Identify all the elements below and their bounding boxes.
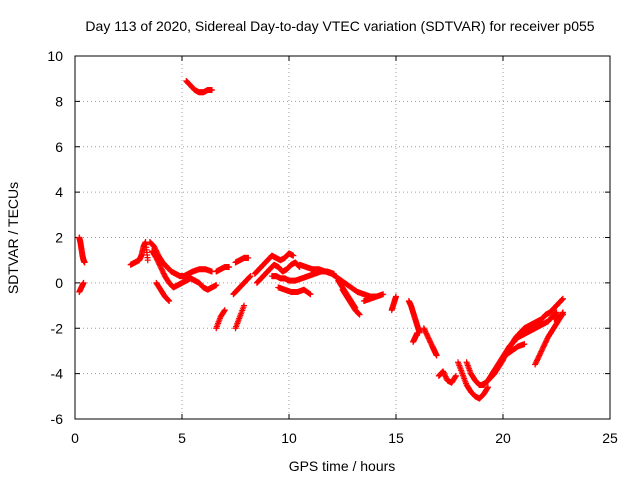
y-tick-label: 6 xyxy=(55,139,63,155)
data-point xyxy=(452,372,459,379)
data-point xyxy=(559,296,566,303)
data-point xyxy=(521,341,528,348)
data-point xyxy=(356,310,363,317)
data-point xyxy=(81,259,88,266)
data-point xyxy=(246,274,253,281)
data-point xyxy=(307,291,314,298)
data-point xyxy=(290,252,297,259)
data-point xyxy=(213,282,220,289)
chart-title: Day 113 of 2020, Sidereal Day-to-day VTE… xyxy=(85,18,594,34)
data-point xyxy=(208,87,215,94)
data-point xyxy=(414,329,421,336)
data-point xyxy=(80,279,87,286)
data-point xyxy=(306,290,313,297)
data-point xyxy=(226,263,233,270)
data-point xyxy=(356,311,363,318)
data-point xyxy=(164,296,171,303)
data-point xyxy=(484,385,491,392)
y-tick-label: 8 xyxy=(55,93,63,109)
y-tick-label: -4 xyxy=(51,366,64,382)
data-point xyxy=(380,291,387,298)
y-tick-label: -2 xyxy=(51,320,64,336)
x-axis-ticks: 0 5 10 15 20 25 xyxy=(71,56,618,446)
data-points xyxy=(76,77,566,402)
data-point xyxy=(559,295,566,302)
y-tick-label: -6 xyxy=(51,411,64,427)
data-point xyxy=(559,311,566,318)
data-point xyxy=(247,273,254,280)
x-axis-label: GPS time / hours xyxy=(289,458,396,474)
data-point xyxy=(433,352,440,359)
data-point xyxy=(166,298,173,305)
data-point xyxy=(144,257,151,264)
y-axis-ticks: -6 -4 -2 0 2 4 6 8 10 xyxy=(47,48,610,427)
y-axis-label: SDTVAR / TECUs xyxy=(5,182,21,294)
data-point xyxy=(558,297,565,304)
data-point xyxy=(553,309,560,316)
x-tick-label: 15 xyxy=(388,430,404,446)
x-tick-label: 25 xyxy=(602,430,618,446)
y-tick-label: 10 xyxy=(47,48,63,64)
data-point xyxy=(452,373,459,380)
y-tick-label: 0 xyxy=(55,275,63,291)
x-tick-label: 5 xyxy=(178,430,186,446)
x-tick-label: 20 xyxy=(495,430,511,446)
data-point xyxy=(245,254,252,261)
data-point xyxy=(393,293,399,300)
y-tick-label: 4 xyxy=(55,184,63,200)
data-point xyxy=(241,302,248,309)
y-tick-label: 2 xyxy=(55,230,63,246)
data-point xyxy=(221,308,228,315)
x-tick-label: 0 xyxy=(71,430,79,446)
x-tick-label: 10 xyxy=(281,430,297,446)
data-point xyxy=(165,297,172,304)
data-point xyxy=(246,273,253,280)
data-point xyxy=(552,310,559,317)
grid xyxy=(75,56,610,419)
data-point xyxy=(355,310,362,317)
data-point xyxy=(485,384,492,391)
data-point xyxy=(221,307,228,314)
